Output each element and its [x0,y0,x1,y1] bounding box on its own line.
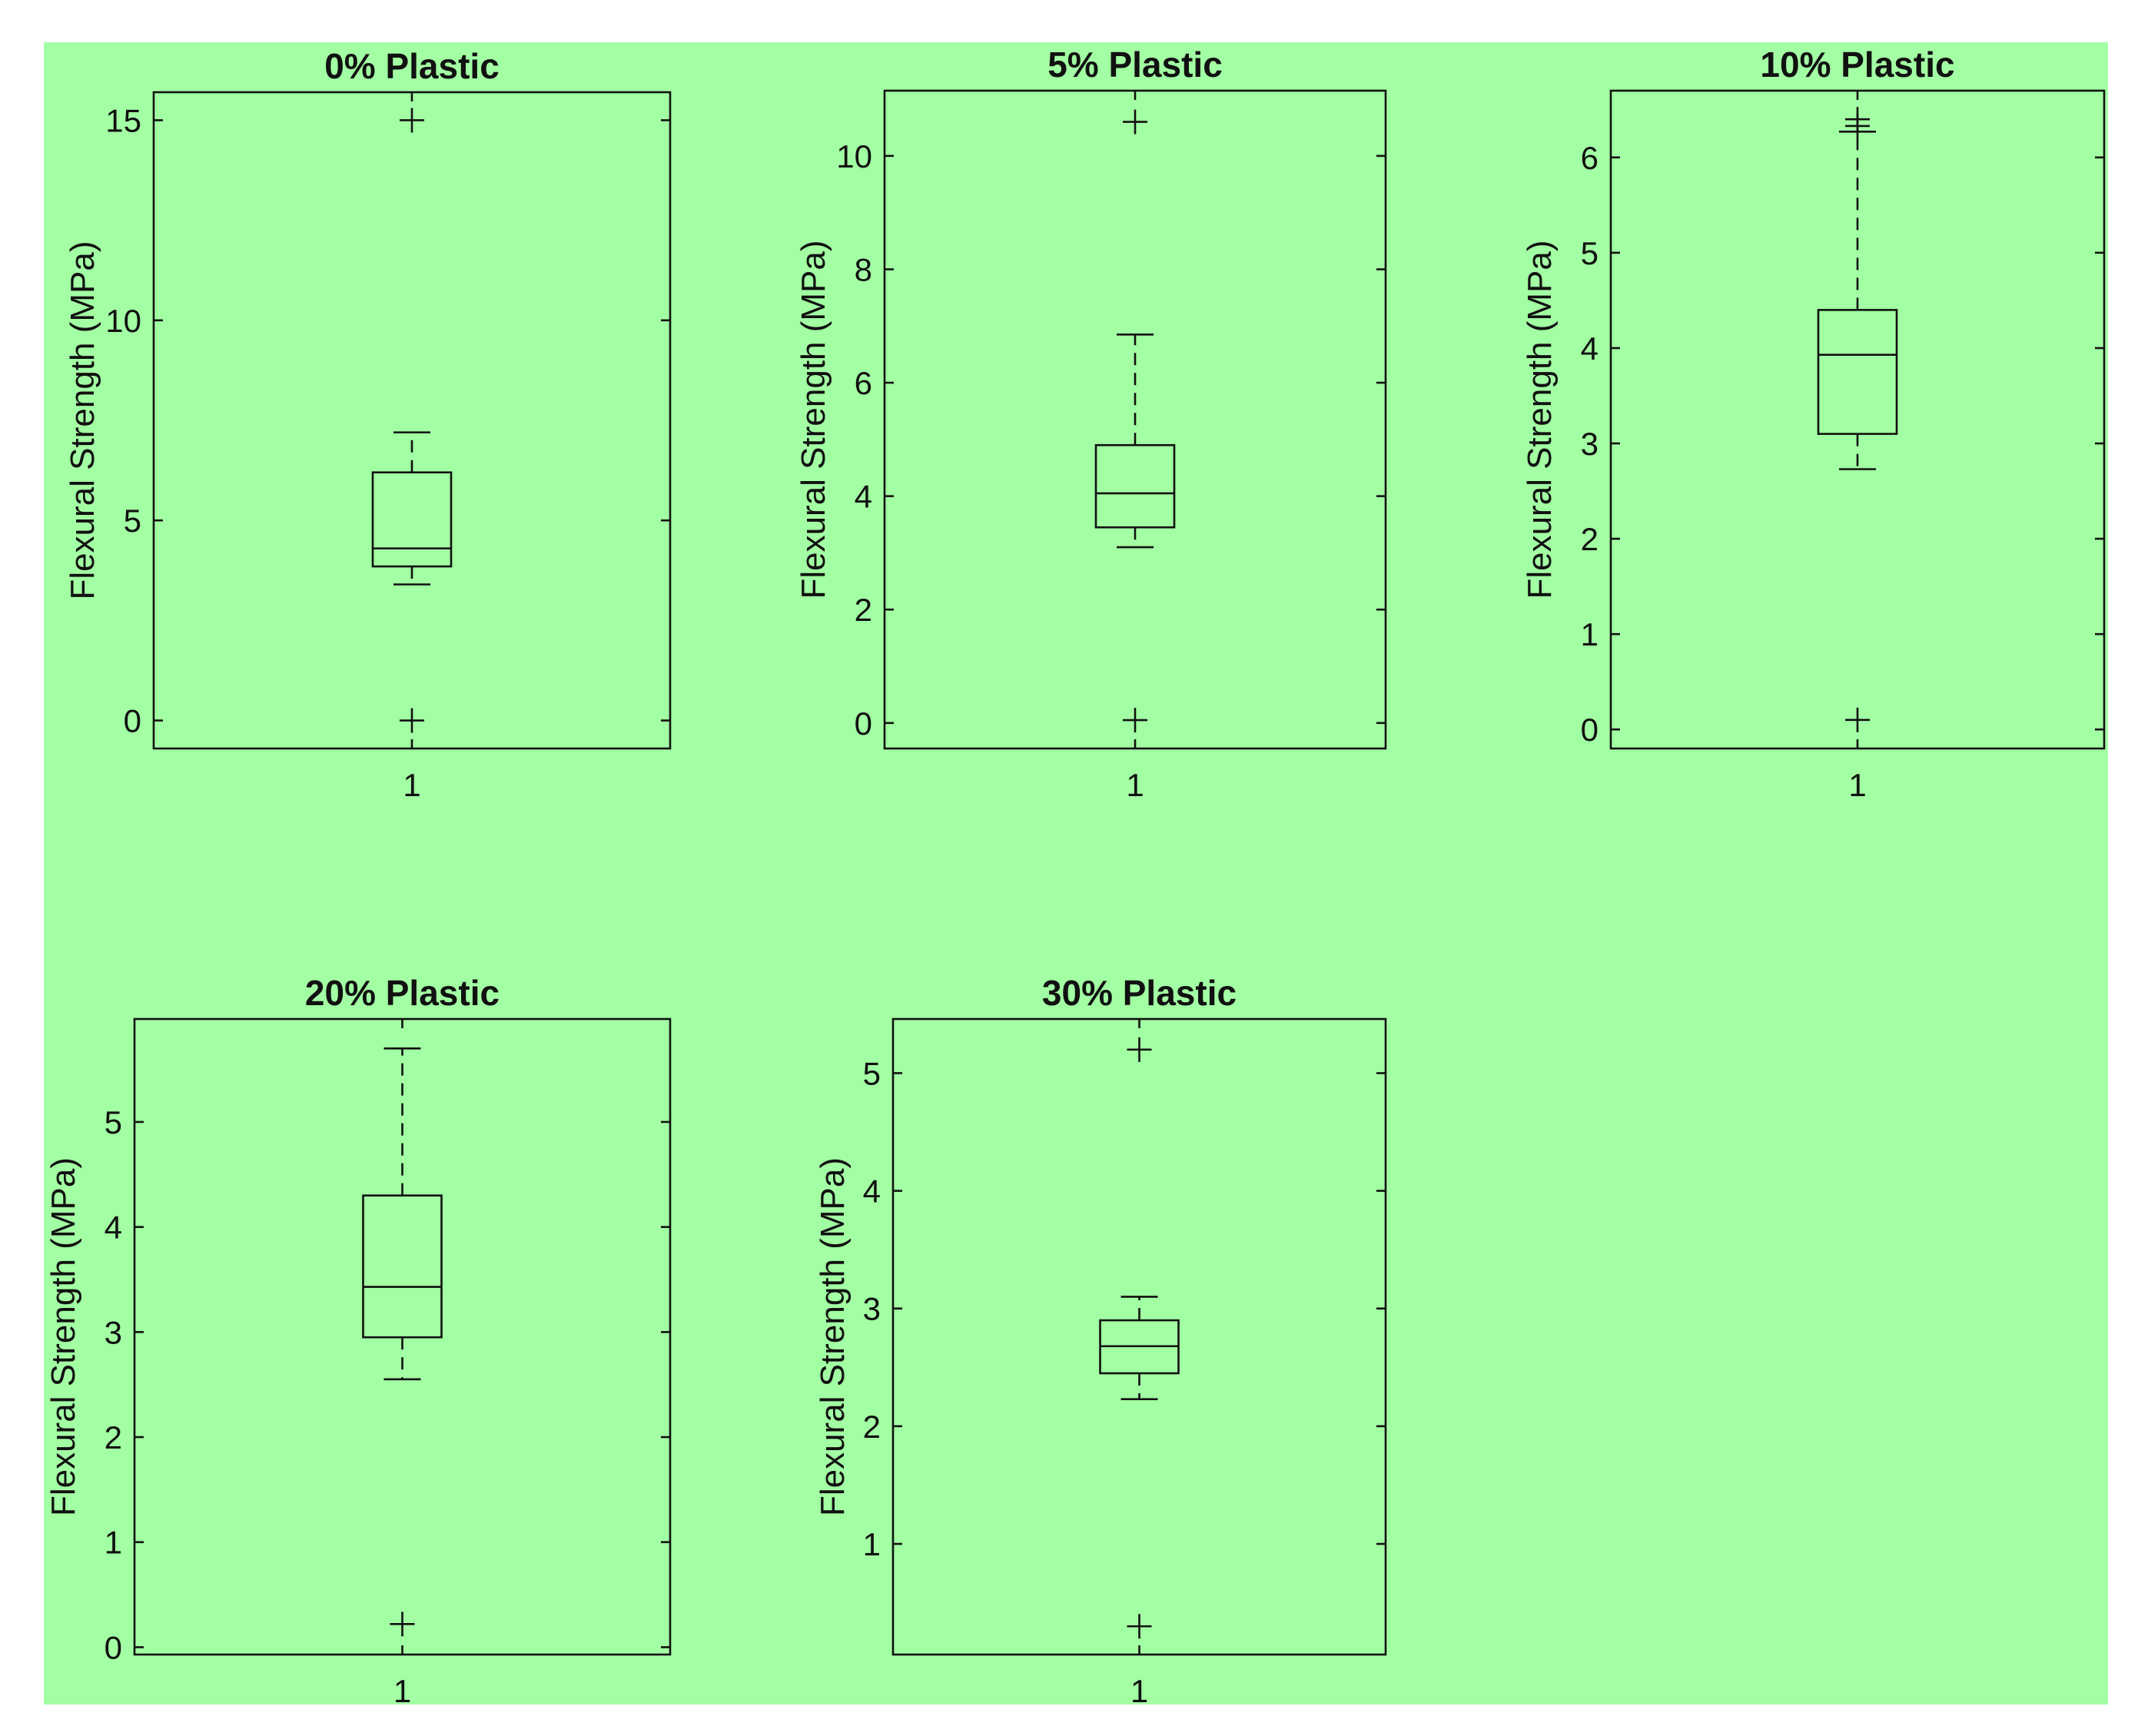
y-tick-label: 1 [863,1526,881,1562]
iqr-box [362,1194,443,1339]
y-tick-label: 4 [863,1173,881,1210]
subplot-2: 5% Plastic 0 2 4 6 8 10 1 Flexural Strength (MPa… [795,45,1387,803]
y-tick-label: 0 [124,703,141,739]
x-tick-label: 1 [1848,767,1866,803]
y-tick-label: 4 [855,479,872,515]
outlier-marker [390,1612,415,1637]
y-tick-label: 5 [105,1104,122,1140]
y-tick-label: 2 [855,592,872,628]
y-tick-label: 3 [1581,426,1599,462]
iqr-box [371,471,453,568]
y-tick-label: 5 [1581,235,1599,271]
chart-title: 30% Plastic [1042,973,1237,1013]
y-axis-label: Flexural Strength (MPa) [45,1157,82,1516]
y-tick-label: 2 [863,1409,881,1445]
iqr-box [1817,309,1898,435]
y-tick-label: 8 [855,251,872,287]
outlier-marker [1127,1614,1152,1639]
outlier-marker [1845,707,1870,732]
y-axis-label: Flexural Strength (MPa) [1521,240,1559,599]
subplot-1: 0% Plastic 0 5 10 15 1 Flexural Strength (MPa) [64,46,672,803]
y-tick-label: 2 [105,1419,122,1456]
y-tick-label: 5 [124,503,141,539]
x-tick-label: 1 [1126,767,1144,803]
chart-title: 20% Plastic [305,973,500,1013]
figure-background [44,42,2108,1704]
y-tick-label: 15 [105,102,141,138]
y-tick-label: 6 [855,365,872,401]
y-tick-label: 4 [1581,330,1599,367]
y-tick-label: 10 [105,303,141,339]
y-tick-label: 0 [855,705,872,742]
y-tick-label: 5 [863,1055,881,1091]
x-tick-label: 1 [393,1673,411,1704]
y-axis-label: Flexural Strength (MPa) [795,240,832,599]
y-tick-label: 0 [1581,712,1599,748]
y-tick-label: 3 [863,1291,881,1327]
iqr-box [1094,443,1176,529]
y-tick-label: 4 [105,1210,122,1246]
chart-title: 5% Plastic [1047,45,1223,85]
chart-title: 0% Plastic [324,46,500,86]
outlier-marker [1127,1037,1152,1062]
y-tick-label: 1 [105,1525,122,1561]
y-axis-label: Flexural Strength (MPa) [814,1157,852,1516]
chart-title: 10% Plastic [1760,45,1954,85]
x-tick-label: 1 [1130,1673,1148,1704]
y-tick-label: 3 [105,1314,122,1350]
subplot-3: 10% Plastic 0 1 2 3 4 5 6 1 Flexural Strength (MP… [1521,45,2106,803]
y-tick-label: 2 [1581,521,1599,557]
outlier-marker [400,108,424,133]
y-tick-label: 10 [836,138,872,174]
y-tick-label: 1 [1581,616,1599,652]
y-tick-label: 0 [105,1629,122,1665]
x-tick-label: 1 [403,767,420,803]
y-tick-label: 6 [1581,140,1599,176]
outlier-marker [1845,113,1870,138]
outlier-marker [1123,109,1147,134]
outlier-marker [400,708,424,733]
subplot-5: 30% Plastic 1 2 3 4 5 1 Flexural Strength (MPa) [814,973,1387,1704]
subplot-4: 20% Plastic 0 1 2 3 4 5 1 Flexural Strength (MPa… [45,973,672,1704]
y-axis-label: Flexural Strength (MPa) [64,241,101,599]
outlier-marker [1123,708,1147,733]
